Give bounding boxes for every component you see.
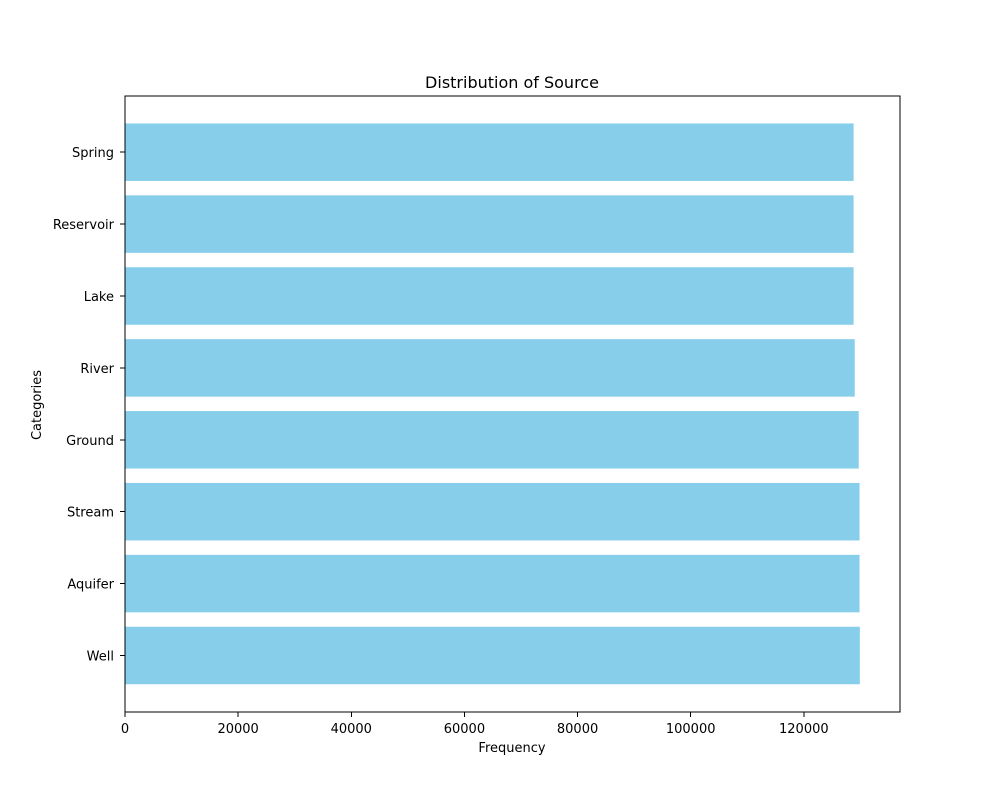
x-tick-label: 100000 <box>666 722 716 737</box>
y-tick-label: Aquifer <box>67 578 114 593</box>
bars-group <box>125 123 860 685</box>
x-tick-label: 60000 <box>444 722 485 737</box>
y-tick-label: Stream <box>67 506 114 521</box>
bar-river <box>125 339 855 397</box>
y-tick-label: River <box>80 362 114 377</box>
bar-ground <box>125 411 859 469</box>
x-tick-label: 120000 <box>779 722 829 737</box>
y-tick-label: Reservoir <box>53 218 115 233</box>
y-axis-ticks: Well Aquifer Stream Ground River Lake Reservoi… <box>53 146 125 665</box>
x-axis-label: Frequency <box>478 741 545 756</box>
x-tick-label: 20000 <box>217 722 258 737</box>
bar-spring <box>125 123 854 181</box>
y-axis-label: Categories <box>30 370 45 440</box>
x-tick-label: 40000 <box>331 722 372 737</box>
bar-stream <box>125 482 860 541</box>
x-tick-label: 80000 <box>557 722 598 737</box>
x-tick-label: 0 <box>121 722 129 737</box>
y-tick-label: Well <box>87 650 114 665</box>
y-tick-label: Spring <box>72 146 114 161</box>
y-tick-label: Ground <box>66 434 114 449</box>
bar-aquifer <box>125 554 860 613</box>
x-axis-ticks: 0 20000 40000 60000 80000 100000 120000 <box>121 712 829 737</box>
bar-lake <box>125 267 854 325</box>
plot-frame <box>124 95 901 713</box>
bar-reservoir <box>125 195 854 253</box>
bar-well <box>125 626 860 685</box>
chart-title: Distribution of Source <box>425 73 599 92</box>
y-tick-label: Lake <box>84 290 114 305</box>
